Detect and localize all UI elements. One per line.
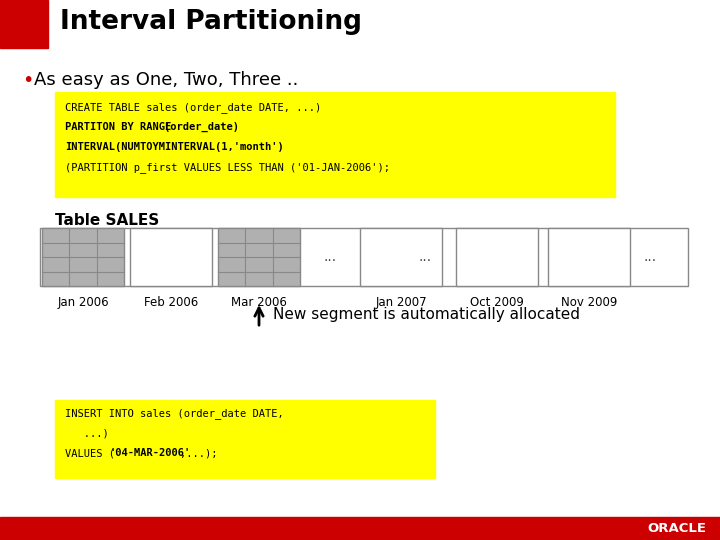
- Text: (order_date): (order_date): [164, 122, 239, 132]
- Text: New segment is automatically allocated: New segment is automatically allocated: [273, 307, 580, 322]
- Text: ...): ...): [65, 428, 109, 438]
- Bar: [548, 228, 630, 286]
- Bar: [0, 517, 720, 540]
- Text: '04-MAR-2006': '04-MAR-2006': [109, 448, 190, 458]
- Text: VALUES (: VALUES (: [65, 448, 115, 458]
- Text: ,...);: ,...);: [180, 448, 217, 458]
- Text: INSERT INTO sales (order_date DATE,: INSERT INTO sales (order_date DATE,: [65, 408, 284, 419]
- Text: (PARTITION p_first VALUES LESS THAN ('01-JAN-2006');: (PARTITION p_first VALUES LESS THAN ('01…: [65, 162, 390, 173]
- Text: Jan 2006: Jan 2006: [57, 296, 109, 309]
- Text: Oct 2009: Oct 2009: [470, 296, 524, 309]
- Text: ORACLE: ORACLE: [647, 522, 706, 535]
- Bar: [55, 92, 615, 197]
- Text: Interval Partitioning: Interval Partitioning: [60, 9, 362, 35]
- Text: Table SALES: Table SALES: [55, 213, 159, 228]
- Text: Jan 2007: Jan 2007: [375, 296, 427, 309]
- Text: As easy as One, Two, Three ..: As easy as One, Two, Three ..: [34, 71, 298, 89]
- Text: ...: ...: [323, 250, 336, 264]
- Bar: [40, 228, 688, 286]
- Bar: [360, 228, 442, 286]
- Text: INTERVAL(NUMTOYMINTERVAL(1,'month'): INTERVAL(NUMTOYMINTERVAL(1,'month'): [65, 142, 284, 152]
- Bar: [218, 228, 300, 286]
- Text: ...: ...: [418, 250, 431, 264]
- Text: ...: ...: [644, 250, 657, 264]
- Text: PARTITON BY RANGE: PARTITON BY RANGE: [65, 122, 178, 132]
- Bar: [55, 400, 435, 478]
- Text: Mar 2006: Mar 2006: [231, 296, 287, 309]
- Bar: [0, 0, 48, 48]
- Text: •: •: [22, 71, 33, 90]
- Text: Feb 2006: Feb 2006: [144, 296, 198, 309]
- Text: Nov 2009: Nov 2009: [561, 296, 617, 309]
- Bar: [456, 228, 538, 286]
- Bar: [130, 228, 212, 286]
- Bar: [42, 228, 124, 286]
- Text: CREATE TABLE sales (order_date DATE, ...): CREATE TABLE sales (order_date DATE, ...…: [65, 102, 321, 113]
